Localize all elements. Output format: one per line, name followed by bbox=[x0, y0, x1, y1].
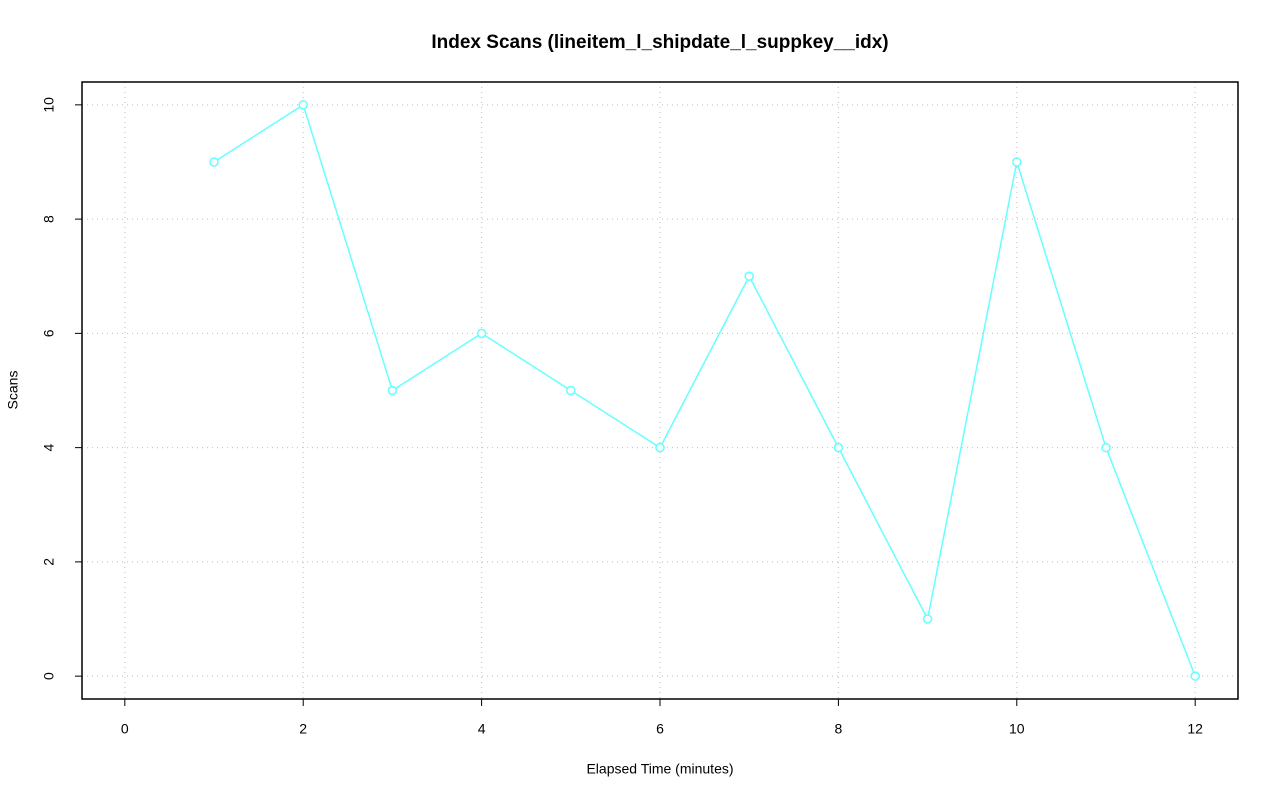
data-point bbox=[387, 385, 398, 396]
x-axis-label: Elapsed Time (minutes) bbox=[586, 761, 733, 777]
x-tick-label: 2 bbox=[299, 721, 307, 737]
data-point bbox=[922, 614, 933, 624]
data-point bbox=[1190, 671, 1200, 681]
y-tick-label: 10 bbox=[41, 97, 57, 113]
x-tick-label: 0 bbox=[121, 721, 129, 737]
data-point bbox=[655, 442, 665, 453]
data-point bbox=[298, 100, 308, 110]
chart-title: Index Scans (lineitem_l_shipdate_l_suppk… bbox=[431, 32, 888, 53]
data-point bbox=[1101, 442, 1111, 453]
data-point bbox=[744, 271, 754, 281]
data-point bbox=[476, 328, 487, 339]
y-tick-label: 4 bbox=[41, 444, 57, 452]
x-tick-label: 10 bbox=[1009, 721, 1025, 737]
data-point bbox=[209, 157, 219, 167]
plot-frame bbox=[81, 81, 1239, 700]
data-point bbox=[833, 442, 844, 453]
x-tick-label: 6 bbox=[656, 721, 664, 737]
data-point bbox=[566, 385, 576, 396]
x-tick-label: 8 bbox=[834, 721, 842, 737]
y-tick-label: 6 bbox=[41, 329, 57, 337]
x-tick-label: 12 bbox=[1187, 721, 1203, 737]
y-tick-label: 2 bbox=[41, 558, 57, 566]
y-tick-label: 0 bbox=[41, 672, 57, 680]
y-axis-label: Scans bbox=[5, 371, 21, 410]
series-line bbox=[213, 103, 1196, 677]
y-tick-label: 8 bbox=[41, 215, 57, 223]
data-point bbox=[1012, 157, 1022, 167]
x-tick-label: 4 bbox=[478, 721, 486, 737]
